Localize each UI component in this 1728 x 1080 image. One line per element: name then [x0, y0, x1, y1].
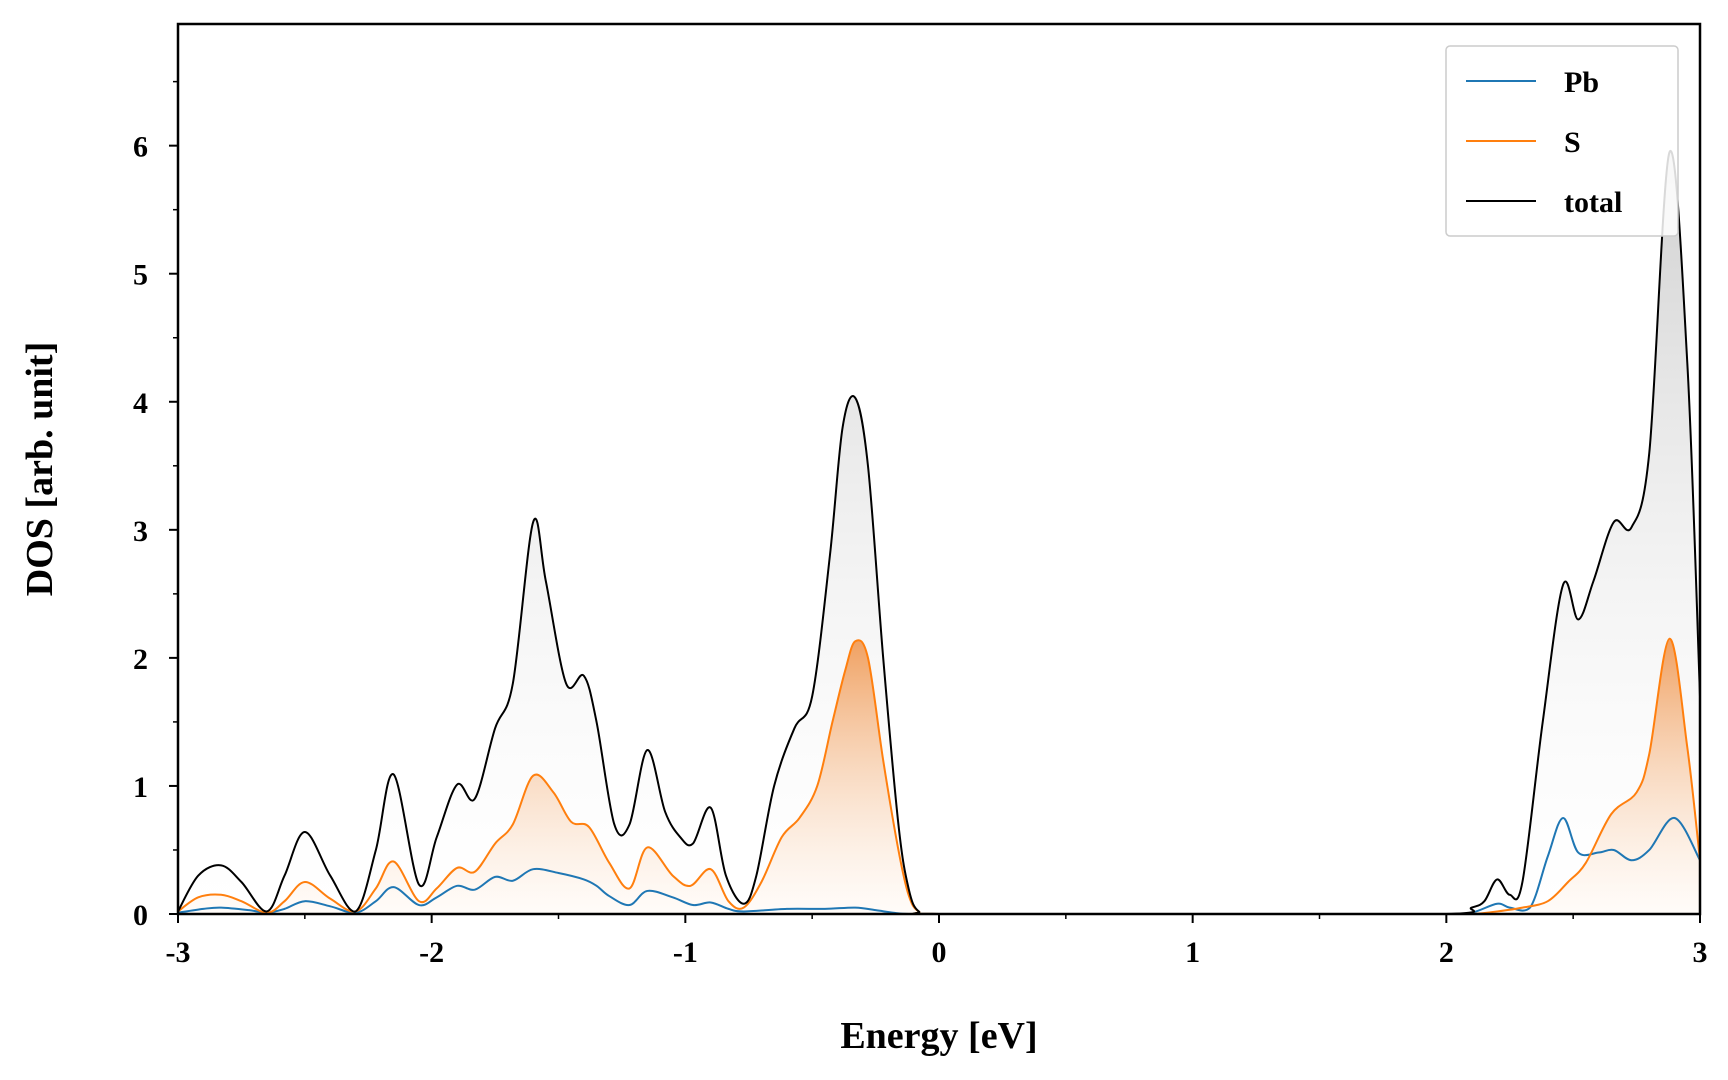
legend-label-total: total — [1564, 186, 1622, 219]
x-tick-label: 3 — [1693, 936, 1708, 969]
y-tick-label: 6 — [133, 131, 148, 164]
legend-label-s: S — [1564, 126, 1581, 159]
x-tick-label: 2 — [1439, 936, 1454, 969]
x-tick-label: 0 — [932, 936, 947, 969]
series-line-s — [177, 637, 1701, 916]
series-lines — [177, 149, 1701, 916]
y-tick-label: 4 — [133, 387, 148, 420]
axis-ticks — [169, 80, 1701, 923]
area-fills — [178, 150, 1700, 914]
axis-tick-labels: -3 -2 -1 0 1 2 3 0 1 2 3 4 5 6 — [133, 131, 1708, 969]
fill-total — [178, 150, 1700, 914]
y-tick-label: 2 — [133, 643, 148, 676]
y-tick-label: 1 — [133, 771, 148, 804]
legend-box — [1445, 45, 1679, 237]
y-axis-label: DOS [arb. unit] — [19, 342, 61, 596]
y-tick-label: 0 — [133, 899, 148, 932]
x-tick-label: 1 — [1185, 936, 1200, 969]
y-tick-label: 5 — [133, 259, 148, 292]
x-tick-label: -2 — [419, 936, 444, 969]
x-axis-label: Energy [eV] — [840, 1015, 1037, 1057]
legend-label-pb: Pb — [1564, 66, 1599, 99]
series-line-pb — [177, 816, 1701, 916]
x-tick-label: -3 — [166, 936, 191, 969]
fill-s — [178, 638, 1700, 914]
y-tick-label: 3 — [133, 515, 148, 548]
x-tick-label: -1 — [673, 936, 698, 969]
series-line-total — [177, 149, 1701, 916]
